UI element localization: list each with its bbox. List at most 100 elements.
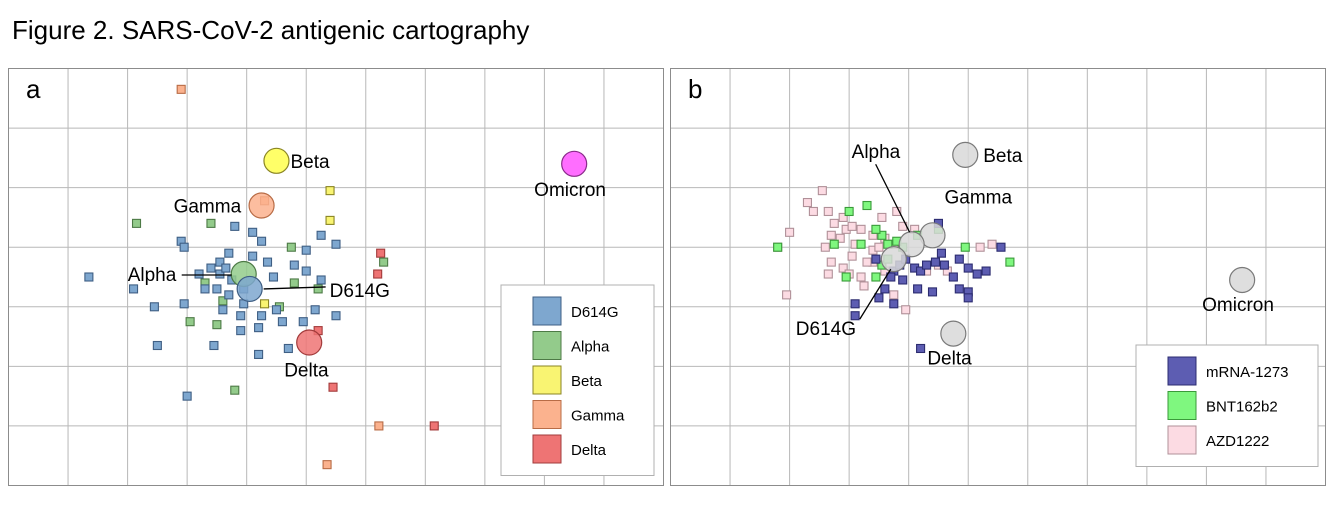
- serum-point-d614g: [206, 263, 216, 273]
- serum-point-alpha: [218, 296, 228, 306]
- serum-point-azd1222: [820, 242, 830, 252]
- antigen-beta: [952, 141, 979, 168]
- serum-point-azd1222: [856, 224, 866, 234]
- serum-point-azd1222: [847, 221, 857, 231]
- serum-point-azd1222: [782, 290, 792, 300]
- serum-point-d614g: [194, 269, 204, 279]
- serum-point-d614g: [152, 340, 162, 351]
- serum-point-azd1222: [987, 239, 997, 249]
- serum-point-d614g: [301, 245, 311, 255]
- panel-a: a Beta Gamma Omicron Alpha D614G Delta D614G Alp…: [8, 68, 664, 486]
- serum-point-mrna-1273: [916, 343, 926, 354]
- antigen-omicron: [1229, 266, 1256, 294]
- serum-point-azd1222: [829, 218, 839, 228]
- serum-point-d614g: [271, 305, 282, 315]
- serum-point-d614g: [221, 263, 231, 273]
- serum-point-d614g: [310, 305, 320, 315]
- antigen-label-delta: Delta: [927, 349, 972, 370]
- serum-point-azd1222: [817, 186, 827, 196]
- legend-swatch-azd1222: [1167, 425, 1197, 455]
- serum-point-gamma: [176, 84, 186, 94]
- serum-point-alpha: [206, 218, 216, 228]
- serum-point-azd1222: [975, 242, 985, 252]
- panel-b: b Beta Gamma Alpha D614G Delta Omicron mRNA-127…: [670, 68, 1326, 486]
- legend-swatch-d614g: [532, 296, 562, 326]
- legend-label-bnt162b2: BNT162b2: [1206, 399, 1278, 416]
- antigen-d614g: [236, 275, 263, 303]
- serum-point-gamma: [374, 421, 384, 431]
- serum-point-bnt162b2: [871, 272, 881, 282]
- plot-frame: [8, 68, 664, 486]
- serum-point-azd1222: [838, 263, 848, 273]
- serum-point-d614g: [182, 391, 192, 401]
- antigen-delta: [940, 320, 967, 347]
- antigen-points: Beta Gamma Omicron Alpha D614G Delta: [128, 147, 606, 382]
- legend-label-mrna-1273: mRNA-1273: [1206, 364, 1289, 381]
- serum-point-mrna-1273: [981, 266, 991, 276]
- serum-point-d614g: [283, 343, 293, 354]
- serum-point-mrna-1273: [954, 254, 964, 264]
- serum-point-beta: [325, 186, 335, 196]
- serum-point-azd1222: [889, 290, 899, 300]
- leader-line-alpha: [875, 163, 911, 233]
- antigen-label-beta: Beta: [983, 146, 1023, 167]
- serum-point-mrna-1273: [889, 299, 899, 309]
- serum-point-azd1222: [826, 230, 836, 240]
- serum-point-d614g: [215, 269, 225, 279]
- serum-point-mrna-1273: [850, 311, 860, 321]
- serum-point-alpha: [379, 257, 389, 267]
- serum-point-d614g: [248, 227, 258, 237]
- serum-point-d614g: [224, 248, 234, 258]
- serum-point-mrna-1273: [948, 272, 958, 282]
- serum-point-alpha: [185, 317, 195, 327]
- serum-point-mrna-1273: [850, 299, 860, 309]
- antigen-label-delta: Delta: [284, 361, 329, 382]
- serum-point-azd1222: [862, 257, 872, 267]
- serum-point-azd1222: [826, 257, 836, 267]
- serum-point-d614g: [262, 257, 273, 267]
- serum-point-d614g: [257, 311, 267, 321]
- serum-point-bnt162b2: [856, 239, 866, 249]
- serum-point-d614g: [289, 260, 299, 270]
- serum-point-d614g: [331, 311, 341, 321]
- legend-swatch-gamma: [532, 400, 562, 429]
- panel-label: a: [26, 74, 41, 104]
- serum-point-gamma: [322, 460, 332, 470]
- legend-label-alpha: Alpha: [571, 339, 610, 356]
- antigen-label-gamma: Gamma: [945, 187, 1013, 208]
- serum-point-mrna-1273: [939, 260, 949, 270]
- serum-point-alpha: [313, 284, 323, 294]
- serum-point-d614g: [215, 257, 225, 267]
- serum-point-mrna-1273: [996, 242, 1006, 252]
- serum-point-d614g: [218, 305, 228, 315]
- serum-point-d614g: [277, 317, 287, 327]
- serum-point-d614g: [149, 302, 159, 312]
- antigen-delta: [296, 329, 323, 356]
- serum-point-bnt162b2: [773, 242, 783, 252]
- antigen-alpha: [898, 231, 925, 258]
- serum-point-d614g: [236, 326, 246, 336]
- figure-title: Figure 2. SARS-CoV-2 antigenic cartograp…: [12, 15, 530, 45]
- serum-point-azd1222: [808, 206, 818, 217]
- serum-point-d614g: [209, 340, 219, 351]
- serum-point-azd1222: [785, 227, 795, 237]
- serum-point-mrna-1273: [954, 284, 964, 294]
- serum-point-bnt162b2: [877, 230, 887, 240]
- serum-point-bnt162b2: [829, 239, 839, 249]
- serum-point-d614g: [298, 317, 308, 327]
- serum-point-d614g: [84, 272, 94, 282]
- serum-point-mrna-1273: [916, 266, 926, 276]
- legend: D614G Alpha Beta Gamma Delta: [500, 284, 655, 476]
- serum-point-d614g: [254, 323, 264, 333]
- serum-point-mrna-1273: [913, 284, 923, 294]
- legend-swatch-delta: [532, 434, 562, 464]
- antigenic-map-a: a Beta Gamma Omicron Alpha D614G Delta D614G Alp…: [8, 68, 664, 486]
- antigen-label-alpha: Alpha: [128, 265, 177, 286]
- serum-point-d614g: [128, 284, 139, 294]
- serum-point-d614g: [316, 275, 326, 285]
- serum-point-mrna-1273: [963, 263, 973, 273]
- serum-point-d614g: [248, 251, 258, 261]
- serum-point-mrna-1273: [921, 260, 932, 270]
- serum-point-delta: [328, 382, 338, 392]
- serum-point-mrna-1273: [936, 248, 946, 258]
